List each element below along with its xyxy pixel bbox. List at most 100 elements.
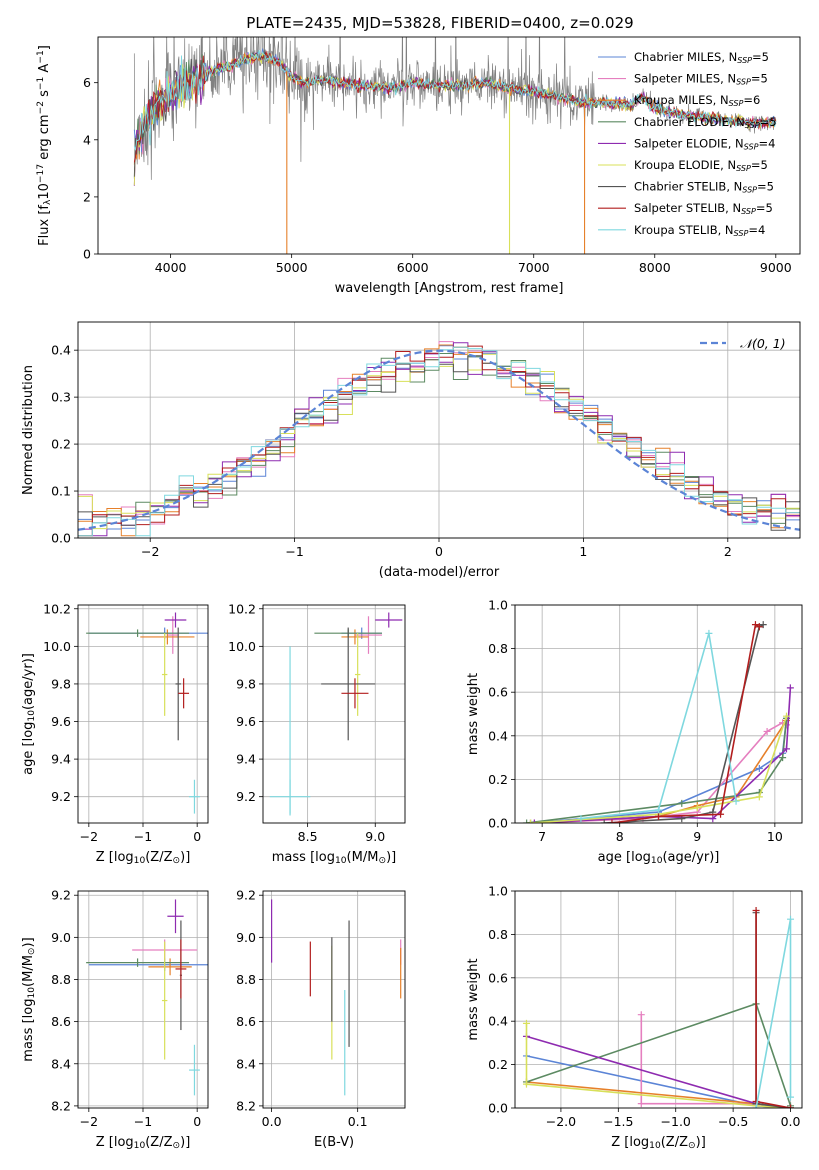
y-tick-label: 0.8 [488,927,508,942]
plot-area [133,37,777,254]
y-tick-label: 0.1 [51,484,71,499]
x-axis-label: Z [log10(Z/Z⊙)] [96,1135,191,1151]
plot-area [86,899,208,1096]
legend-label-suffix: =5 [752,50,769,64]
x-tick-label: 9 [693,829,701,844]
label-part: mass weight [466,673,481,755]
label-part: s [37,90,52,101]
y-tick-label: 0.6 [488,685,508,700]
y-tick-label: 10.2 [228,601,256,616]
x-tick-label: −1 [285,544,303,559]
y-tick-label: 9.4 [51,752,71,767]
label-part: λ [43,199,53,205]
label-part: −2 [36,101,46,114]
x-tick-label: 0 [193,1114,201,1129]
point-marker [705,629,713,637]
x-tick-label: 7 [538,829,546,844]
x-tick-label: 0.0 [262,1114,282,1129]
x-axis-label: (data-model)/error [379,565,500,580]
plot-area [78,341,800,537]
point-marker [782,712,790,720]
y-tick-label: 8.2 [236,1098,256,1113]
axes-frame [77,604,209,824]
legend: 𝒩(0, 1) [700,336,786,351]
plot-area [86,612,208,814]
line-salpeter-stelib [611,623,760,823]
y-tick-label: 1.0 [488,598,508,613]
y-tick-label: 8.2 [51,1098,71,1113]
x-tick-label: 8.5 [298,829,318,844]
y-tick-label: 9.2 [51,888,71,903]
label-part: mass weight [466,958,481,1040]
y-axis-label: mass [log10(M/M⊙)] [21,937,37,1061]
data-point [354,616,383,654]
line-kroupa-stelib [755,919,792,1108]
line-chabrier-elodie [526,1002,792,1107]
legend-label-sub: SSP [741,207,756,216]
y-tick-label: 0.2 [488,1057,508,1072]
x-tick-label: 4000 [155,260,187,275]
panel-residual-histogram: −2 −1 0 1 2 0.0 0.1 0.2 0.3 0.4 (data-model)/error… [21,321,801,580]
legend-label-main: Chabrier STELIB, N [634,180,742,194]
label-part: mass [log [21,999,36,1062]
y-tick-label: 9.2 [236,888,256,903]
label-part: 10 [134,1141,146,1151]
x-axis-label: E(B-V) [314,1135,354,1150]
y-tick-label: 9.8 [236,676,256,691]
axes-frame [97,36,801,255]
x-tick-label: −1 [134,829,152,844]
point-marker [752,1104,760,1108]
point-marker [763,727,771,735]
data-point [321,627,376,741]
legend-label: Kroupa ELODIE, NSSP=5 [634,158,768,173]
label-part: E(B-V) [314,1135,354,1150]
legend-label-suffix: =4 [758,136,775,150]
axes-frame [262,604,406,824]
label-part: Flux [f [37,205,52,246]
label-part: 10 [651,856,663,866]
data-point [167,616,179,654]
data-point [189,1044,200,1096]
x-tick-label: 0 [435,544,443,559]
legend-label-sub: SSP [737,56,752,65]
x-tick-label: 2 [724,544,732,559]
label-part: (Z/Z [145,1135,172,1150]
label-part: 10 [27,710,37,722]
y-tick-label: 0.8 [488,641,508,656]
point-marker [755,623,763,631]
label-part: mass [log [272,850,335,865]
y-tick-label: 9.6 [236,714,256,729]
x-tick-label: −1.5 [603,1114,633,1129]
data-point [178,678,190,709]
x-tick-label: 0 [193,829,201,844]
y-tick-label: 10.0 [43,639,71,654]
y-tick-label: 9.4 [236,752,256,767]
axes-frame [77,890,209,1109]
point-marker [522,1019,530,1027]
legend-label-main: Kroupa MILES, N [634,93,729,107]
y-tick-label: 9.8 [51,676,71,691]
point-marker [751,621,759,629]
y-axis-label: mass weight [466,673,481,755]
point-marker [787,915,795,923]
x-axis-label: mass [log10(M/M⊙)] [272,850,396,866]
panel-mass-vs-Z: −2 −1 08.28.48.68.89.09.2Z [log10(Z/Z⊙)]ma… [21,888,209,1151]
legend-label-suffix: =4 [748,223,765,237]
legend-label-sub: SSP [729,99,744,108]
data-point [86,629,190,637]
data-point [189,779,200,814]
y-tick-label: 0.0 [488,816,508,831]
data-point [175,939,187,999]
point-marker [787,1104,795,1108]
label-part: )] [386,850,396,865]
legend-label-main: Chabrier MILES, N [634,50,737,64]
figure-title: PLATE=2435, MJD=53828, FIBERID=0400, z=0… [246,14,633,32]
point-marker [637,1100,645,1108]
point-marker [759,621,767,629]
x-axis-label: age [log10(age/yr)] [598,850,720,866]
legend-label-suffix: =5 [751,72,768,86]
x-tick-label: 0.0 [781,1114,801,1129]
y-axis-label: Normed distribution [21,365,36,495]
model-line-kroupa-stelib [133,49,777,151]
